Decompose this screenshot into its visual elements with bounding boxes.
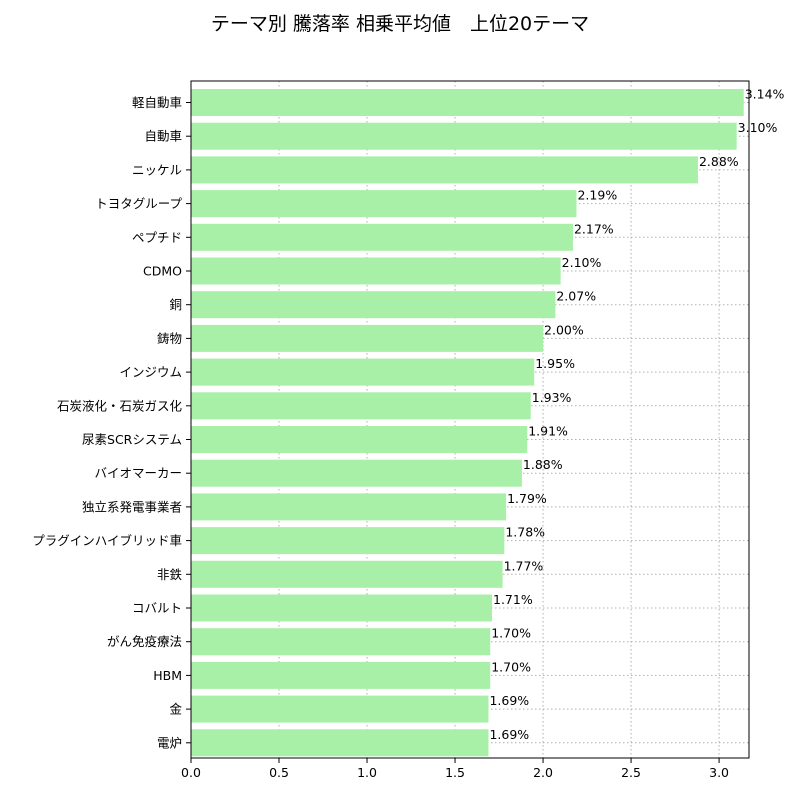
data-label: 3.14% [745,87,785,102]
x-tick-label: 2.5 [621,765,641,780]
category-label: 銅 [169,297,182,312]
data-label: 1.70% [491,626,531,641]
category-label: バイオマーカー [94,466,182,481]
bar [191,729,489,757]
bar [191,324,544,352]
category-label: インジウム [119,365,182,380]
x-tick-label: 3.0 [709,765,729,780]
category-label: 鋳物 [157,331,182,346]
category-label: ペプチド [132,230,182,245]
category-label: 独立系発電事業者 [82,499,182,514]
data-label: 1.69% [489,727,529,742]
bar [191,426,528,453]
x-tick-label: 0.0 [181,765,201,780]
data-label: 1.79% [507,491,547,506]
data-label: 2.10% [562,255,602,270]
chart-title: テーマ別 騰落率 相乗平均値 上位20テーマ [210,13,590,35]
x-tick-label: 1.0 [357,765,377,780]
bar [191,594,493,622]
bar [191,527,505,555]
category-label: 自動車 [144,129,182,144]
category-label: HBM [153,668,182,683]
data-label: 1.71% [493,592,533,607]
data-label: 2.19% [577,188,617,203]
bar [191,190,577,218]
data-label: 1.95% [535,356,575,371]
x-tick-label: 1.5 [445,765,465,780]
category-label: ニッケル [132,162,182,177]
data-label: 1.70% [491,659,531,674]
bar [191,459,522,487]
bar [191,628,491,656]
bar [191,695,489,723]
data-label: 2.00% [544,322,584,337]
bar [191,156,698,184]
data-label: 1.93% [532,390,572,405]
data-label: 2.88% [699,154,739,169]
bar [191,392,531,420]
data-label: 1.77% [504,558,544,573]
data-label: 1.91% [528,424,568,439]
data-label: 3.10% [738,120,778,135]
bar [191,122,737,150]
category-label: 軽自動車 [132,95,182,110]
data-label: 2.07% [556,289,596,304]
bar [191,291,556,319]
bar [191,223,573,251]
bar [191,560,503,588]
data-label: 1.69% [489,693,529,708]
bar [191,257,561,285]
category-label: 石炭液化・石炭ガス化 [57,398,183,413]
bar [191,89,744,116]
category-label: 非鉄 [157,567,183,582]
bar [191,493,507,521]
x-tick-label: 2.0 [533,765,553,780]
category-label: プラグインハイブリッド車 [32,533,182,548]
category-label: コバルト [132,601,182,616]
category-label: トヨタグループ [95,196,182,211]
category-label: CDMO [143,264,182,279]
data-label: 1.88% [523,457,563,472]
data-label: 2.17% [574,221,614,236]
category-label: 尿素SCRシステム [82,432,182,447]
x-tick-label: 0.5 [269,765,289,780]
data-label: 1.78% [505,525,545,540]
category-label: がん免疫療法 [107,634,182,649]
plot-frame [190,80,750,759]
bar [191,661,491,689]
bar [191,358,535,386]
category-label: 金 [169,702,182,717]
category-label: 電炉 [157,735,182,750]
